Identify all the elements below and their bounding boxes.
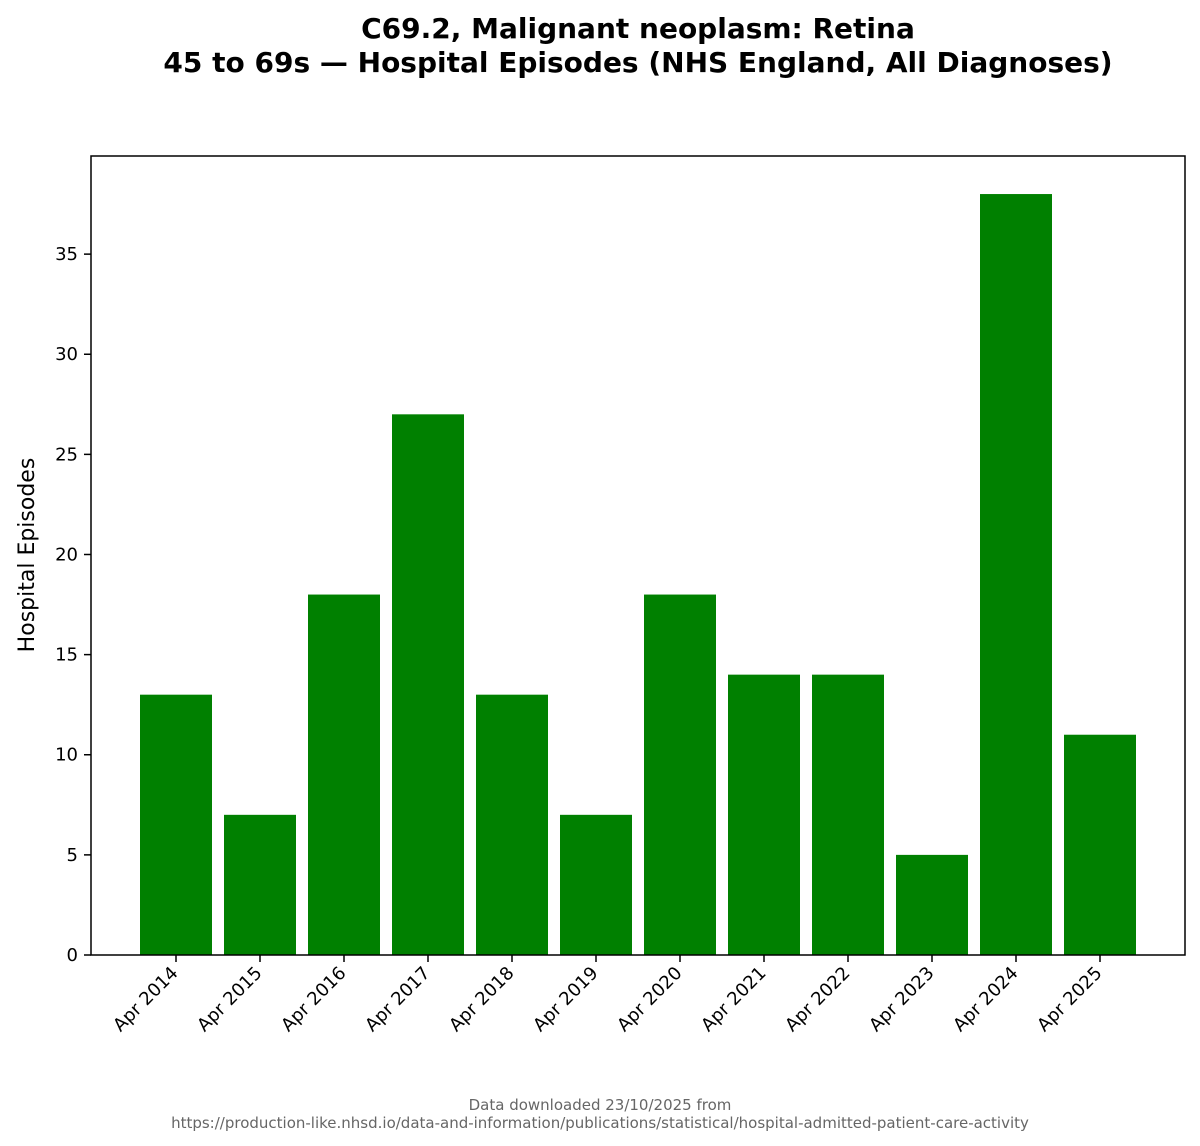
y-tick-label: 25 [55, 444, 78, 465]
x-tick-label: Apr 2022 [781, 963, 854, 1036]
bar-apr-2025 [1064, 734, 1136, 955]
x-tick-label: Apr 2021 [697, 963, 770, 1036]
y-tick-label: 15 [55, 645, 78, 666]
x-tick-label: Apr 2023 [865, 963, 938, 1036]
x-axis-ticks: Apr 2014 Apr 2015 Apr 2016 Apr 2017 Apr 2018… [109, 955, 1107, 1036]
bars-group [140, 194, 1136, 956]
x-tick-label: Apr 2019 [529, 963, 602, 1036]
bar-apr-2019 [560, 814, 632, 955]
bar-apr-2024 [980, 194, 1052, 956]
y-tick-label: 35 [55, 244, 78, 265]
bar-apr-2023 [896, 854, 968, 955]
chart-title-line-2: 45 to 69s — Hospital Episodes (NHS Engla… [163, 46, 1112, 79]
y-tick-label: 20 [55, 544, 78, 565]
y-tick-label: 0 [67, 945, 78, 966]
x-tick-label: Apr 2017 [361, 963, 434, 1036]
x-tick-label: Apr 2015 [193, 963, 266, 1036]
bar-apr-2015 [224, 814, 296, 955]
plot-frame [90, 155, 1186, 956]
bar-apr-2014 [140, 694, 212, 955]
y-tick-label: 5 [67, 845, 78, 866]
x-tick-label: Apr 2016 [277, 963, 350, 1036]
bar-apr-2016 [308, 594, 380, 955]
bar-apr-2022 [812, 674, 884, 955]
y-axis-label: Hospital Episodes [15, 458, 40, 653]
x-tick-label: Apr 2018 [445, 963, 518, 1036]
x-tick-label: Apr 2014 [109, 963, 182, 1036]
y-axis-ticks: 0 5 10 15 20 25 30 35 [55, 244, 91, 966]
x-tick-label: Apr 2024 [949, 963, 1022, 1036]
bar-apr-2018 [476, 694, 548, 955]
x-tick-label: Apr 2025 [1033, 963, 1106, 1036]
footer-source-line-2: https://production-like.nhsd.io/data-and… [171, 1114, 1029, 1132]
chart-title-line-1: C69.2, Malignant neoplasm: Retina [361, 12, 915, 45]
y-tick-label: 10 [55, 745, 78, 766]
footer-source-line-1: Data downloaded 23/10/2025 from [469, 1096, 732, 1114]
y-tick-label: 30 [55, 344, 78, 365]
x-tick-label: Apr 2020 [613, 963, 686, 1036]
bar-apr-2017 [392, 414, 464, 955]
bar-apr-2021 [728, 674, 800, 955]
bar-apr-2020 [644, 594, 716, 955]
